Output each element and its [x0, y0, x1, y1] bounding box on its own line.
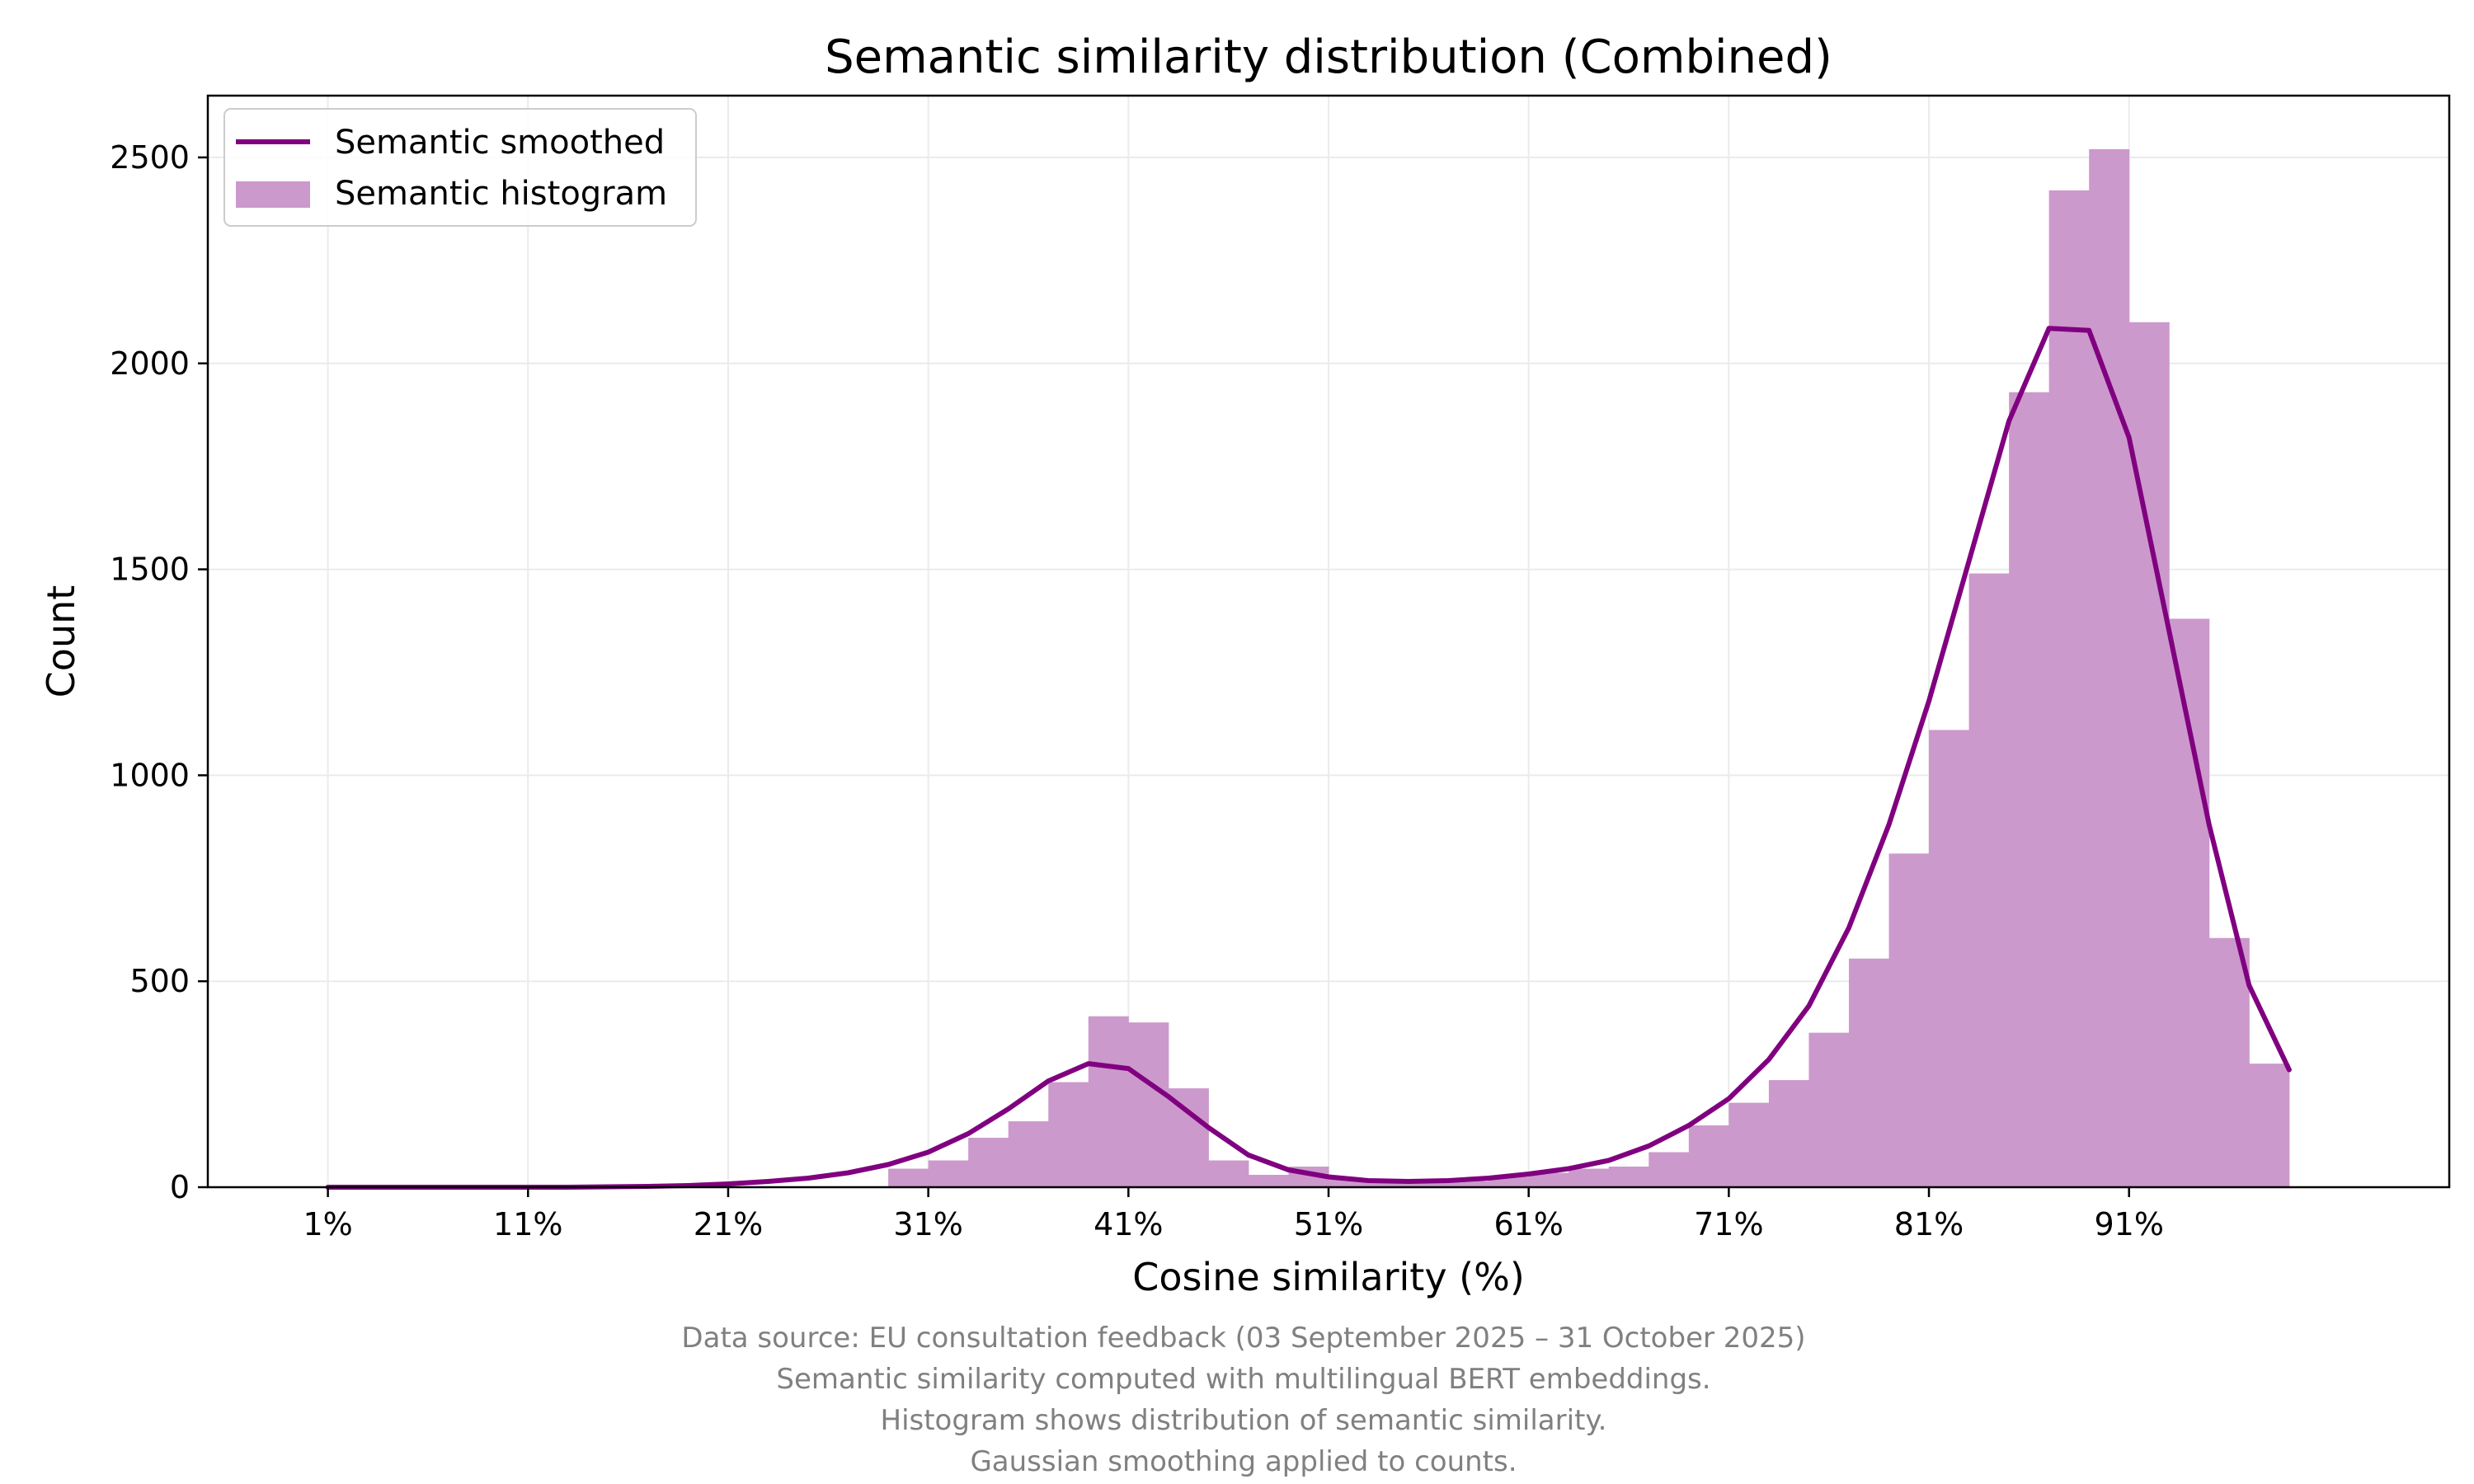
histogram-bar: [1968, 573, 2010, 1187]
y-tick-label: 1000: [110, 757, 190, 793]
histogram-bar: [1569, 1168, 1610, 1187]
footnote-line: Data source: EU consultation feedback (0…: [681, 1322, 1805, 1355]
histogram-bar: [2208, 937, 2250, 1187]
histogram-bar: [2089, 148, 2130, 1188]
x-tick-label: 91%: [2094, 1206, 2163, 1242]
legend-label-smoothed: Semantic smoothed: [335, 124, 665, 162]
footnote-line: Gaussian smoothing applied to counts.: [970, 1445, 1517, 1478]
y-tick-label: 1500: [110, 552, 190, 588]
histogram-bar: [1409, 1183, 1450, 1187]
histogram-bar: [1729, 1102, 1770, 1187]
y-tick-label: 0: [170, 1169, 190, 1205]
histogram-bar: [1329, 1179, 1370, 1187]
x-tick-label: 61%: [1493, 1206, 1563, 1242]
histogram-bar: [1368, 1183, 1409, 1187]
histogram-bar: [1888, 853, 1930, 1187]
histogram-bar: [1848, 958, 1889, 1187]
footnotes: Data source: EU consultation feedback (0…: [681, 1322, 1805, 1478]
histogram-bar: [928, 1160, 969, 1187]
histogram-bars: [888, 148, 2290, 1188]
y-tick-label: 500: [129, 963, 190, 999]
histogram-bar: [1088, 1016, 1129, 1187]
y-tick-label: 2500: [110, 139, 190, 176]
y-tick-label: 2000: [110, 345, 190, 382]
axis-ticks: 1% 11% 21% 31% 41% 51% 61% 71% 81% 91% 0 500 1000 150…: [110, 139, 2164, 1242]
histogram-bar: [2249, 1064, 2290, 1187]
histogram-bar: [1248, 1175, 1289, 1187]
histogram-bar: [1649, 1152, 1690, 1187]
histogram-bar: [888, 1168, 929, 1187]
x-tick-label: 51%: [1294, 1206, 1363, 1242]
x-tick-label: 1%: [303, 1206, 352, 1242]
histogram-bar: [1929, 730, 1970, 1187]
chart-title: Semantic similarity distribution (Combin…: [825, 31, 1832, 84]
footnote-line: Semantic similarity computed with multil…: [776, 1363, 1710, 1396]
histogram-bar: [2169, 618, 2210, 1187]
legend: Semantic smoothed Semantic histogram: [223, 108, 697, 227]
x-axis-label: Cosine similarity (%): [1132, 1255, 1525, 1299]
histogram-bar: [968, 1138, 1009, 1187]
legend-frame: [223, 108, 697, 227]
histogram-bar: [1128, 1022, 1169, 1187]
x-tick-label: 31%: [893, 1206, 962, 1242]
histogram-bar: [2128, 322, 2170, 1187]
histogram-bar: [1768, 1080, 1809, 1187]
histogram-bar: [1208, 1160, 1249, 1187]
x-tick-label: 71%: [1694, 1206, 1763, 1242]
x-tick-label: 41%: [1094, 1206, 1163, 1242]
x-tick-label: 11%: [493, 1206, 562, 1242]
histogram-bar: [1528, 1172, 1569, 1187]
legend-bar-swatch: [236, 181, 310, 208]
histogram-bar: [1608, 1167, 1649, 1187]
x-tick-label: 81%: [1894, 1206, 1964, 1242]
histogram-bar: [2048, 190, 2090, 1187]
histogram-bar: [1008, 1121, 1049, 1187]
histogram-bar: [1808, 1032, 1850, 1187]
histogram-bar: [1448, 1181, 1489, 1187]
histogram-bar: [1048, 1082, 1089, 1187]
y-axis-label: Count: [39, 585, 83, 698]
histogram-bar: [2009, 392, 2050, 1188]
legend-label-histogram: Semantic histogram: [335, 175, 667, 213]
x-tick-label: 21%: [694, 1206, 763, 1242]
footnote-line: Histogram shows distribution of semantic…: [881, 1404, 1607, 1437]
histogram-bar: [1688, 1125, 1729, 1187]
